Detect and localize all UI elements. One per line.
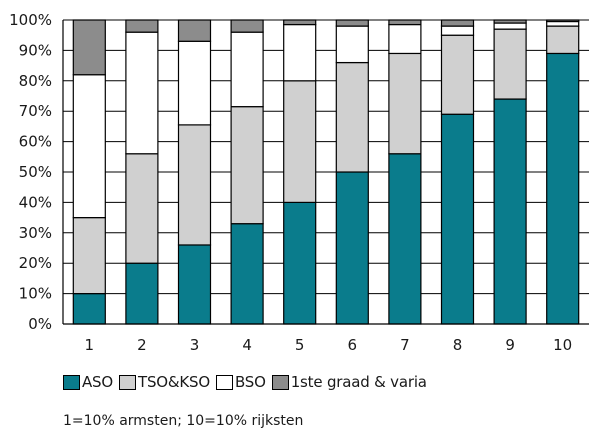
bar-segment-bso [177,40,212,126]
bar-segment-aso [283,201,317,325]
bar-segment-tso-kso [177,124,212,246]
bar-segment-bso [230,31,264,108]
legend-swatch-aso [63,374,80,390]
bar-segment-1ste-graad-varia [388,19,422,26]
bar-segment-bso [388,23,422,55]
bar-segment-bso [335,25,369,64]
y-tick-label: 70% [19,102,52,120]
y-tick-label: 40% [19,193,52,211]
bar-segment-1ste-graad-varia [493,19,527,24]
bar-segment-1ste-graad-varia [72,19,106,76]
bar-segment-bso [72,74,106,219]
bar-segment-tso-kso [388,52,422,155]
x-tick-label: 8 [453,336,463,354]
bar-segment-aso [388,153,422,325]
bar-segment-1ste-graad-varia [177,19,212,42]
bar-segment-tso-kso [125,153,159,264]
x-tick-label: 7 [400,336,410,354]
bar-segment-tso-kso [72,217,106,295]
y-tick-label: 10% [19,285,52,303]
legend-item-tso-kso: TSO&KSO [119,373,210,391]
bar-segment-bso [440,25,475,36]
bar-segment-tso-kso [230,106,264,225]
x-tick-labels: 1 2 3 4 5 6 7 8 9 10 [85,336,573,354]
bar-segment-aso [493,98,527,325]
bar-segment-aso [230,223,264,325]
bar-segment-1ste-graad-varia [230,19,264,33]
bar-segment-1ste-graad-varia [283,19,317,26]
x-tick-label: 9 [505,336,515,354]
y-tick-label: 100% [9,11,52,29]
x-tick-label: 6 [348,336,358,354]
bar-segment-aso [546,52,580,325]
x-tick-label: 2 [137,336,147,354]
bar-segment-tso-kso [335,61,369,173]
bar-segment-1ste-graad-varia [440,19,475,27]
bar-segment-tso-kso [283,80,317,204]
bar-segment-aso [440,113,475,325]
x-tick-label: 10 [553,336,572,354]
legend-swatch-tso-kso [119,374,136,390]
legend-item-bso: BSO [215,373,266,391]
x-tick-label: 3 [190,336,200,354]
legend-label-aso: ASO [82,373,113,391]
y-tick-label: 0% [28,315,52,333]
bar-segment-aso [177,244,212,325]
x-tick-label: 5 [295,336,305,354]
bar-segment-bso [283,23,317,82]
bar-segment-1ste-graad-varia [335,19,369,27]
bar-segment-1ste-graad-varia [125,19,159,33]
bar-segment-bso [546,20,580,27]
x-tick-label: 1 [85,336,95,354]
stacked-bar-chart: 0% 10% 20% 30% 40% 50% 60% 70% 80% 90% 100% 1 2 3 4 5 6… [9,11,589,354]
x-tick-label: 4 [242,336,252,354]
legend-item-1ste-graad-varia: 1ste graad & varia [271,373,427,391]
bar-segment-aso [125,262,159,325]
legend-swatch-bso [215,374,233,390]
legend-label-1ste-graad-varia: 1ste graad & varia [290,373,427,391]
bar-segment-tso-kso [493,28,527,100]
legend-label-tso-kso: TSO&KSO [138,373,210,391]
legend-item-aso: ASO [63,373,113,391]
bar-segment-tso-kso [440,34,475,115]
legend-swatch-1ste-graad-varia [271,374,289,390]
bar-segment-1ste-graad-varia [546,19,580,23]
y-tick-label: 50% [19,163,52,181]
bar-segment-tso-kso [546,25,580,55]
y-tick-label: 90% [19,41,52,59]
y-tick-label: 20% [19,254,52,272]
footnote: 1=10% armsten; 10=10% rijksten [63,413,304,429]
y-tick-labels: 0% 10% 20% 30% 40% 50% 60% 70% 80% 90% 100% [9,11,52,333]
axes [62,20,589,325]
y-tick-label: 60% [19,133,52,151]
bar-segment-bso [125,31,159,155]
bar-segment-bso [493,22,527,30]
y-tick-label: 30% [19,224,52,242]
legend-label-bso: BSO [234,373,266,391]
bar-segment-aso [72,293,106,325]
chart-area: 0% 10% 20% 30% 40% 50% 60% 70% 80% 90% 100% 1 2 3 4 5 6… [9,11,589,354]
legend: ASO TSO&KSO BSO 1ste graad & varia [63,372,433,392]
bar-segment-aso [335,171,369,325]
y-tick-label: 80% [19,72,52,90]
